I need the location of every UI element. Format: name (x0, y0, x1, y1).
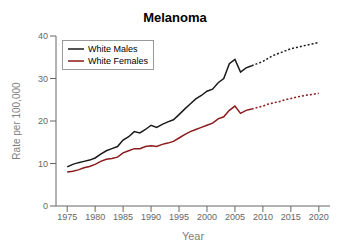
svg-text:Rate per 100,000: Rate per 100,000 (11, 82, 22, 160)
svg-text:40: 40 (38, 31, 48, 41)
svg-text:2005: 2005 (225, 212, 245, 222)
svg-text:Year: Year (182, 230, 205, 240)
html-text:Melanoma: Melanoma (143, 10, 207, 25)
svg-text:2000: 2000 (197, 212, 217, 222)
svg-text:1975: 1975 (57, 212, 77, 222)
svg-text:1995: 1995 (169, 212, 189, 222)
svg-text:30: 30 (38, 74, 48, 84)
html-text:White Females: White Females (88, 56, 148, 66)
svg-text:1985: 1985 (113, 212, 133, 222)
svg-text:2010: 2010 (253, 212, 273, 222)
svg-text:0: 0 (43, 201, 48, 211)
svg-text:10: 10 (38, 159, 48, 169)
svg-text:2020: 2020 (309, 212, 329, 222)
svg-text:20: 20 (38, 116, 48, 126)
svg-text:1990: 1990 (141, 212, 161, 222)
svg-text:2015: 2015 (281, 212, 301, 222)
html-text:White Males: White Males (88, 44, 138, 54)
svg-text:1980: 1980 (85, 212, 105, 222)
